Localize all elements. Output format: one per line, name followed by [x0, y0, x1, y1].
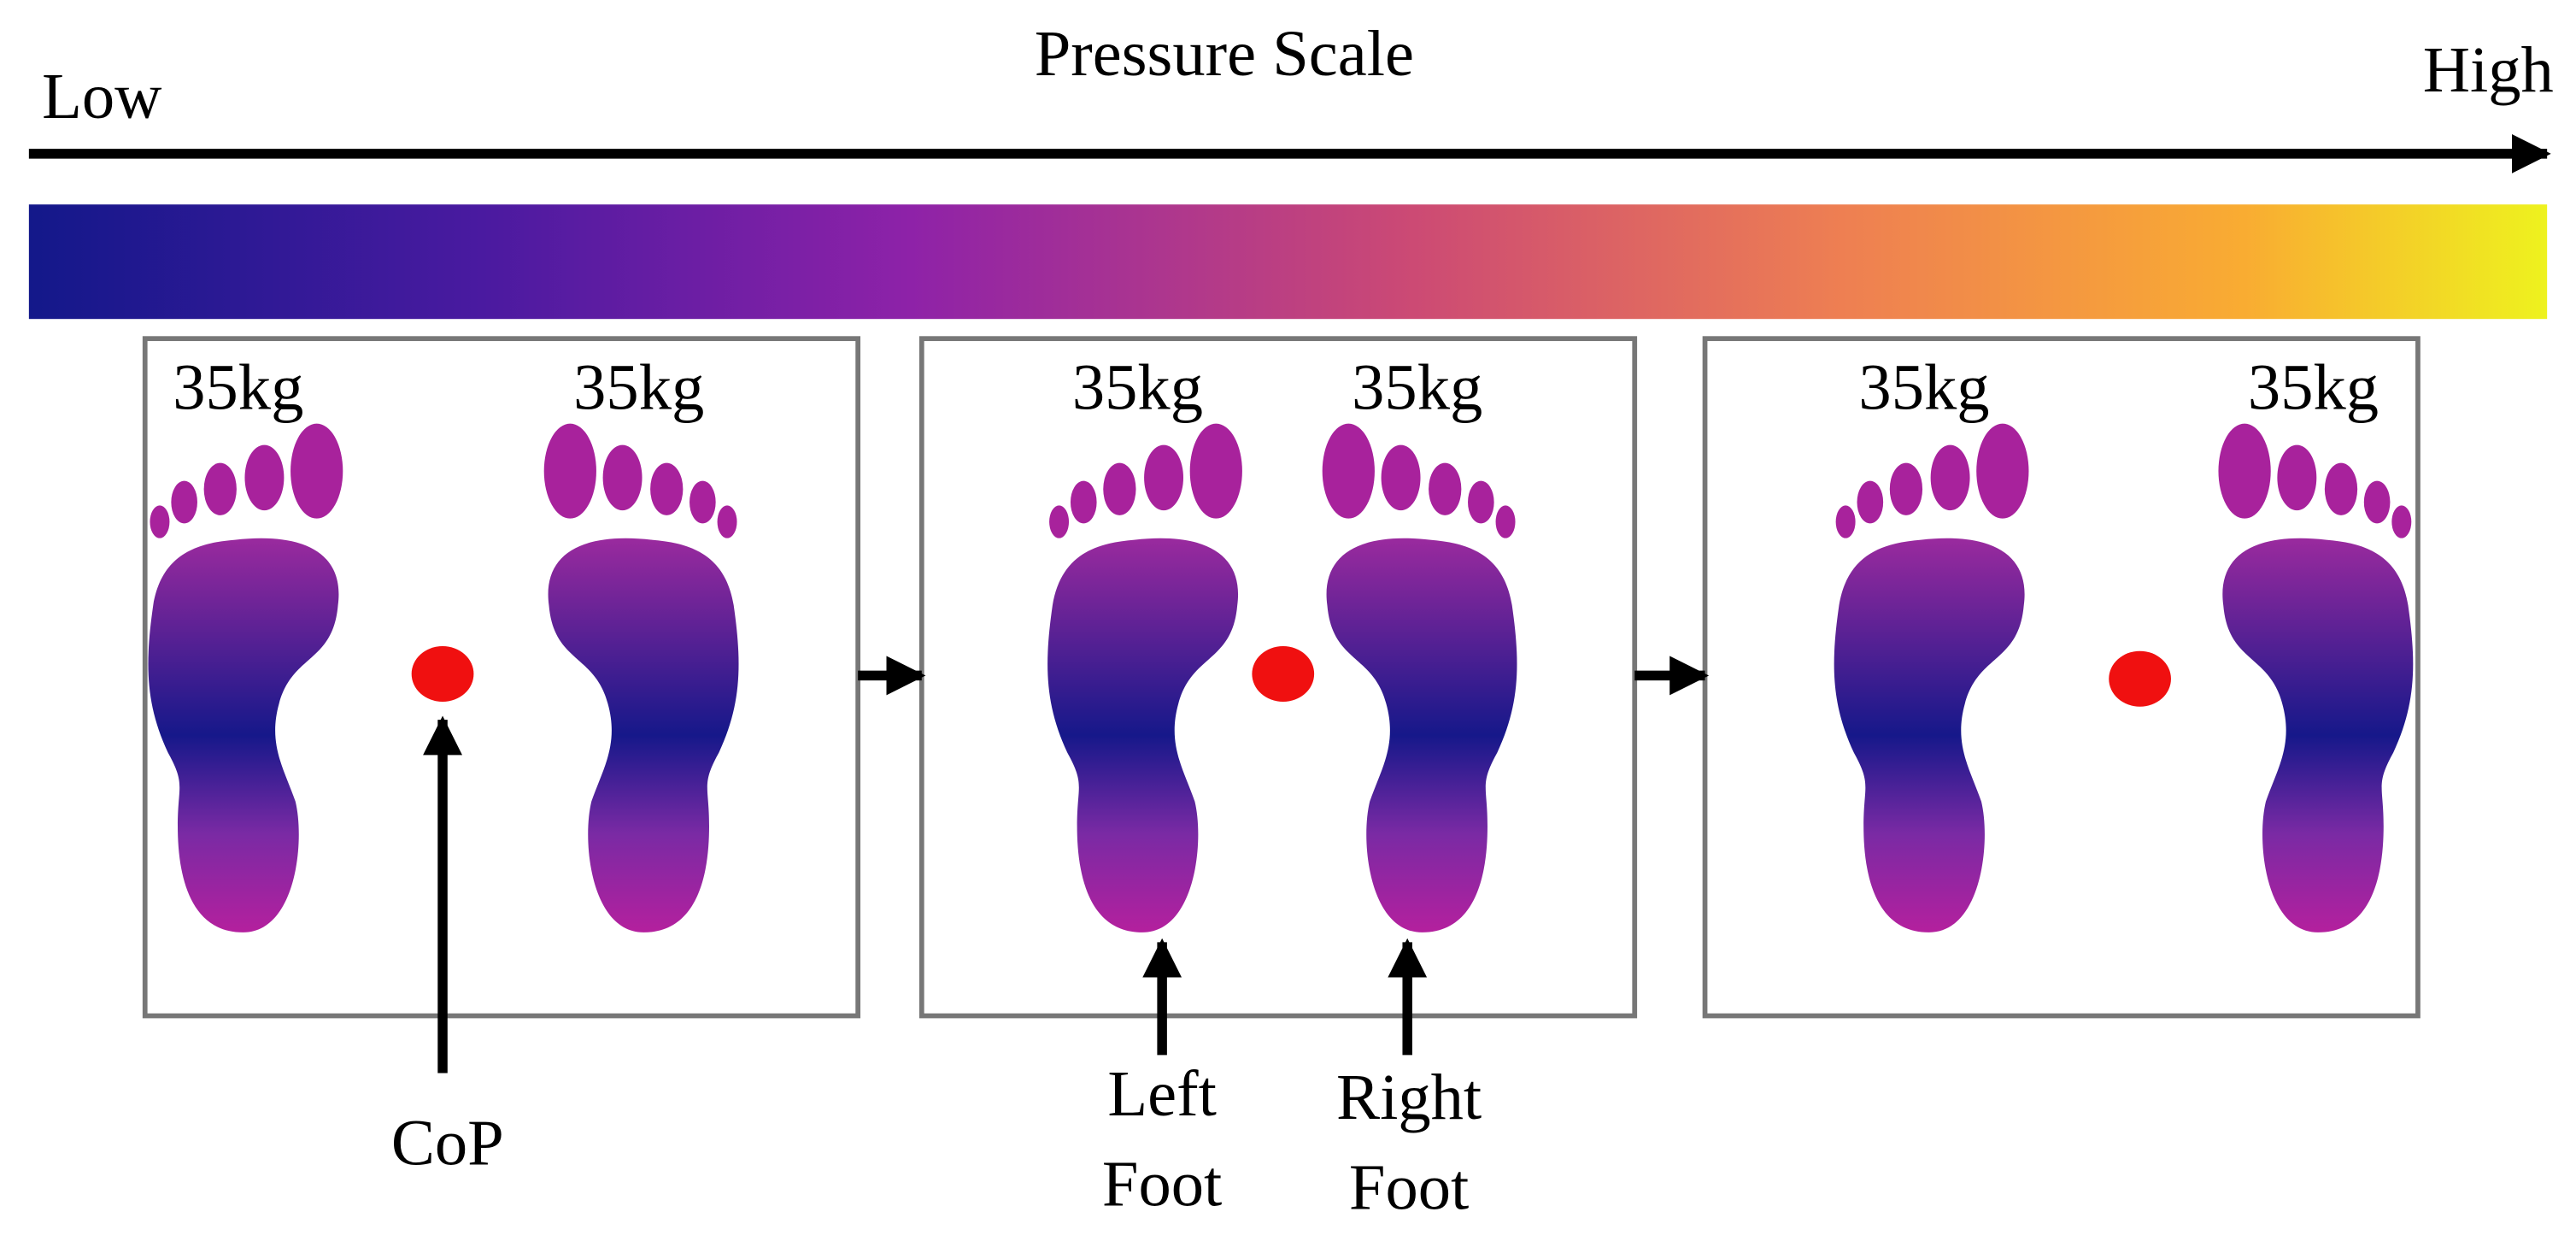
toe	[650, 462, 684, 515]
toe	[1495, 505, 1516, 538]
right-foot-label: Right	[1336, 1061, 1482, 1133]
left-weight: 35kg	[1858, 350, 1989, 423]
scale-low: Low	[42, 60, 161, 132]
toe	[543, 423, 596, 519]
toe	[203, 462, 237, 515]
right-foot	[2218, 423, 2414, 932]
panels: 35kg 35kg 35kg 35kg 35kg 35kg	[142, 336, 2421, 1019]
left-weight: 35kg	[1072, 350, 1203, 423]
cop-dot	[2109, 650, 2171, 707]
toe	[2324, 462, 2358, 515]
left-foot	[148, 423, 343, 932]
panel: 35kg 35kg	[142, 336, 861, 1019]
left-foot-label: Foot	[1102, 1147, 1222, 1220]
toe	[1889, 462, 1923, 515]
toe	[1381, 444, 1421, 511]
cop-dot	[1252, 645, 1315, 703]
toe	[171, 480, 197, 524]
sole	[1326, 538, 1517, 932]
toe	[1429, 462, 1462, 515]
toe	[602, 444, 643, 511]
toe	[2363, 480, 2391, 524]
sole	[2222, 538, 2414, 932]
toe	[689, 480, 716, 524]
scale-high: High	[2423, 33, 2554, 106]
toe	[1144, 444, 1184, 511]
left-weight: 35kg	[173, 350, 303, 423]
toe	[1976, 423, 2029, 519]
toe	[1468, 480, 1494, 524]
panel: 35kg 35kg	[1702, 336, 2421, 1019]
toe	[717, 505, 737, 538]
toe	[1857, 480, 1884, 524]
sole	[1047, 538, 1239, 932]
right-weight: 35kg	[2248, 350, 2379, 423]
sole	[148, 538, 339, 932]
right-weight: 35kg	[573, 350, 704, 423]
toe	[2391, 505, 2412, 538]
toe	[290, 423, 343, 519]
left-foot	[1834, 423, 2029, 932]
toe	[2277, 444, 2317, 511]
sole	[548, 538, 739, 932]
toe	[1189, 423, 1242, 519]
toe	[2218, 423, 2271, 519]
cop-label: CoP	[391, 1107, 504, 1179]
right-foot-label: Foot	[1349, 1150, 1469, 1223]
toe	[244, 444, 285, 511]
sole	[1834, 538, 2025, 932]
right-foot	[543, 423, 739, 932]
toe	[1049, 505, 1070, 538]
color-scale	[28, 204, 2548, 320]
toe	[1103, 462, 1136, 515]
cop-dot	[411, 645, 474, 703]
toe	[1070, 480, 1097, 524]
scale-title: Pressure Scale	[1035, 17, 1414, 90]
left-foot	[1047, 423, 1242, 932]
toe	[150, 505, 170, 538]
left-foot-label: Left	[1107, 1057, 1217, 1130]
right-weight: 35kg	[1352, 350, 1482, 423]
toe	[1835, 505, 1856, 538]
right-foot	[1322, 423, 1517, 932]
toe	[1322, 423, 1375, 519]
panel: 35kg 35kg	[918, 336, 1638, 1019]
toe	[1930, 444, 1970, 511]
